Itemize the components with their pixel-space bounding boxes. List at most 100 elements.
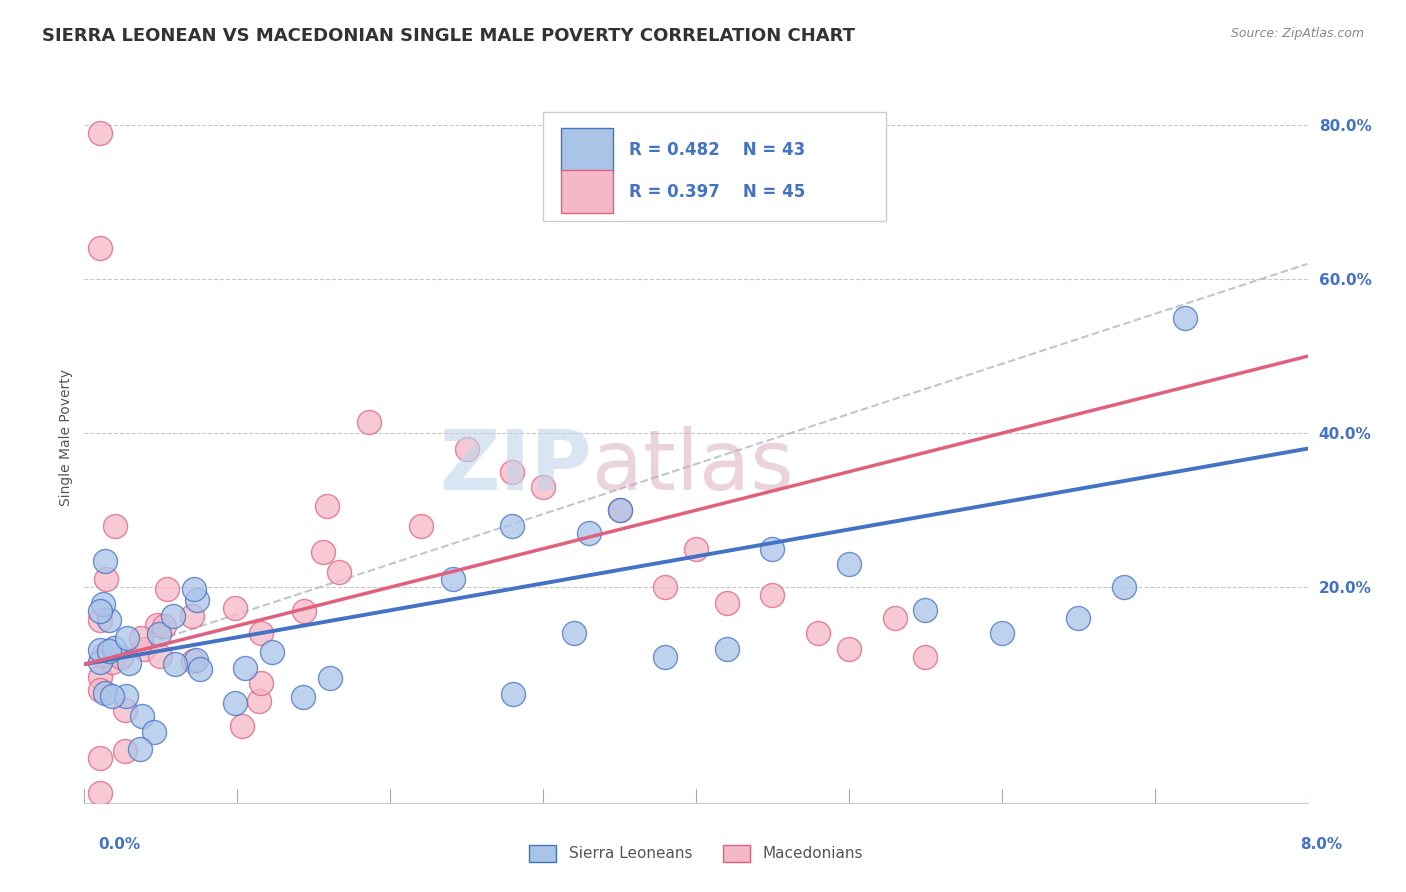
Point — [100, 689, 122, 703]
Point — [312, 545, 335, 559]
Point — [165, 657, 187, 672]
Point — [89, 655, 111, 669]
Point — [914, 649, 936, 664]
Point — [131, 709, 153, 723]
Point — [115, 689, 138, 703]
FancyBboxPatch shape — [543, 112, 886, 221]
Point — [531, 480, 554, 494]
Point — [224, 601, 246, 615]
Point — [1114, 580, 1136, 594]
Point — [654, 649, 676, 664]
Point — [319, 671, 342, 685]
Point — [761, 541, 783, 556]
Point — [807, 626, 830, 640]
Point — [132, 641, 155, 656]
Point — [502, 518, 524, 533]
Point — [291, 690, 314, 705]
Point — [148, 626, 170, 640]
Point — [685, 541, 707, 556]
Point — [231, 719, 253, 733]
Point — [883, 611, 905, 625]
Point — [761, 588, 783, 602]
Point — [89, 670, 111, 684]
Point — [129, 631, 152, 645]
Point — [250, 626, 273, 640]
Point — [247, 694, 270, 708]
Point — [110, 649, 132, 664]
Point — [89, 643, 111, 657]
Point — [609, 503, 631, 517]
FancyBboxPatch shape — [561, 170, 613, 213]
Text: Source: ZipAtlas.com: Source: ZipAtlas.com — [1230, 27, 1364, 40]
Point — [409, 518, 432, 533]
Point — [104, 518, 127, 533]
Point — [991, 626, 1014, 640]
Point — [562, 626, 585, 640]
Point — [180, 609, 202, 624]
Point — [262, 645, 284, 659]
Point — [315, 499, 337, 513]
Point — [89, 682, 111, 697]
Point — [89, 613, 111, 627]
Point — [502, 465, 524, 479]
Point — [181, 654, 204, 668]
Point — [183, 582, 205, 597]
Point — [838, 641, 860, 656]
Point — [89, 604, 111, 618]
Text: R = 0.397    N = 45: R = 0.397 N = 45 — [628, 183, 806, 201]
FancyBboxPatch shape — [561, 128, 613, 171]
Point — [1067, 611, 1090, 625]
Point — [89, 751, 111, 765]
Y-axis label: Single Male Poverty: Single Male Poverty — [59, 368, 73, 506]
Point — [114, 703, 136, 717]
Point — [146, 618, 169, 632]
Point — [914, 603, 936, 617]
Text: R = 0.482    N = 43: R = 0.482 N = 43 — [628, 141, 806, 160]
Point — [838, 557, 860, 571]
Point — [89, 786, 111, 800]
Point — [609, 503, 631, 517]
Point — [249, 676, 271, 690]
Point — [89, 242, 111, 256]
Point — [91, 648, 114, 663]
Point — [716, 596, 738, 610]
Point — [162, 608, 184, 623]
Point — [654, 580, 676, 594]
Point — [115, 632, 138, 646]
Point — [235, 661, 257, 675]
Point — [186, 593, 208, 607]
Point — [188, 662, 211, 676]
Text: SIERRA LEONEAN VS MACEDONIAN SINGLE MALE POVERTY CORRELATION CHART: SIERRA LEONEAN VS MACEDONIAN SINGLE MALE… — [42, 27, 855, 45]
Point — [292, 604, 315, 618]
Point — [129, 742, 152, 756]
Point — [89, 126, 111, 140]
Legend: Sierra Leoneans, Macedonians: Sierra Leoneans, Macedonians — [523, 838, 869, 868]
Point — [114, 744, 136, 758]
Text: 8.0%: 8.0% — [1301, 837, 1343, 852]
Text: ZIP: ZIP — [440, 425, 592, 507]
Point — [328, 565, 350, 579]
Point — [502, 687, 524, 701]
Text: 0.0%: 0.0% — [98, 837, 141, 852]
Point — [357, 415, 380, 429]
Point — [149, 649, 172, 664]
Point — [142, 724, 165, 739]
Point — [156, 582, 179, 596]
Point — [94, 554, 117, 568]
Point — [101, 656, 124, 670]
Point — [716, 641, 738, 656]
Point — [152, 619, 174, 633]
Point — [184, 653, 207, 667]
Point — [578, 526, 600, 541]
Text: atlas: atlas — [592, 425, 794, 507]
Point — [97, 613, 120, 627]
Point — [91, 597, 114, 611]
Point — [441, 572, 464, 586]
Point — [456, 442, 478, 456]
Point — [96, 573, 118, 587]
Point — [98, 643, 121, 657]
Point — [118, 656, 141, 670]
Point — [103, 641, 125, 656]
Point — [94, 686, 117, 700]
Point — [1174, 310, 1197, 325]
